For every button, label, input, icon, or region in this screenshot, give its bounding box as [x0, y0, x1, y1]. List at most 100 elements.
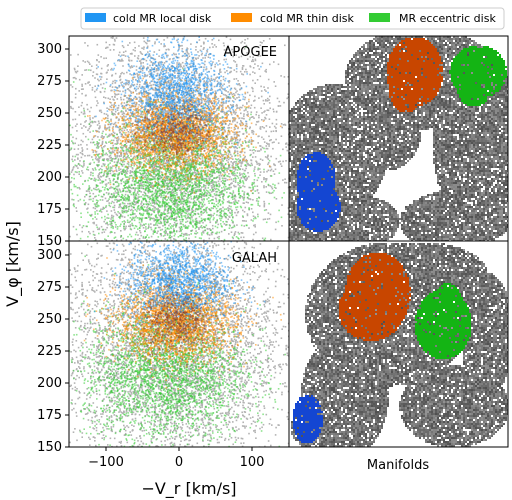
background-star-point [249, 198, 252, 201]
scatter-point-mr-eccentric-disk [246, 193, 249, 195]
background-star-point [103, 220, 105, 223]
background-star-point [129, 100, 131, 103]
background-star-point [123, 202, 126, 205]
background-star-point [159, 178, 161, 180]
background-star-point [225, 151, 228, 154]
background-star-point [210, 232, 213, 235]
background-star-point [216, 76, 218, 78]
background-star-point [262, 99, 265, 102]
background-star-point [242, 236, 245, 239]
background-star-point [140, 62, 142, 64]
scatter-point-mr-eccentric-disk [136, 208, 139, 210]
background-star-point [148, 123, 151, 126]
background-star-point [252, 156, 254, 158]
background-star-point [132, 122, 134, 125]
background-star-point [83, 111, 86, 113]
background-star-point [88, 110, 91, 113]
background-star-point [111, 195, 114, 198]
scatter-point-mr-eccentric-disk [147, 158, 150, 161]
background-star-point [104, 197, 107, 200]
background-star-point [218, 163, 221, 166]
background-star-point [232, 167, 235, 170]
background-star-point [208, 177, 211, 179]
background-star-point [152, 83, 155, 86]
scatter-point-mr-eccentric-disk [183, 174, 186, 177]
background-star-point [230, 182, 233, 184]
scatter-point-mr-eccentric-disk [218, 109, 220, 111]
scatter-point-mr-eccentric-disk [109, 220, 111, 223]
background-star-point [235, 208, 238, 211]
scatter-point-mr-eccentric-disk [221, 169, 223, 171]
background-star-point [199, 158, 202, 160]
background-star-point [279, 160, 281, 163]
background-star-point [181, 61, 184, 64]
background-star-point [160, 43, 162, 45]
background-star-point [285, 142, 287, 145]
background-star-point [262, 138, 265, 140]
background-star-point [240, 151, 243, 154]
background-star-point [105, 47, 107, 49]
background-star-point [172, 192, 174, 194]
background-star-point [94, 90, 96, 93]
background-star-point [170, 216, 172, 219]
background-star-point [120, 60, 122, 62]
background-star-point [193, 59, 195, 62]
background-star-point [89, 232, 91, 235]
background-star-point [191, 71, 193, 74]
background-star-point [204, 130, 207, 133]
background-star-point [103, 173, 105, 175]
background-star-point [228, 224, 231, 226]
background-star-point [204, 57, 206, 59]
scatter-point-mr-eccentric-disk [194, 181, 196, 184]
scatter-point-mr-eccentric-disk [117, 175, 119, 177]
background-star-point [147, 51, 149, 53]
background-star-point [144, 73, 146, 76]
background-star-point [227, 127, 229, 129]
background-star-point [124, 228, 126, 231]
background-star-point [78, 114, 81, 116]
background-star-point [126, 103, 128, 106]
background-star-point [113, 122, 116, 125]
background-star-point [221, 159, 223, 161]
background-star-point [80, 88, 83, 90]
background-star-point [230, 227, 233, 229]
background-star-point [121, 113, 124, 115]
background-star-point [117, 104, 120, 107]
background-star-point [114, 121, 117, 124]
background-star-point [128, 56, 130, 59]
background-star-point [174, 211, 177, 213]
background-star-point [164, 198, 167, 200]
background-star-point [128, 225, 130, 227]
background-star-point [118, 118, 120, 120]
background-star-point [127, 202, 129, 205]
background-star-point [138, 183, 141, 186]
background-star-point [251, 60, 253, 63]
background-star-point [76, 70, 79, 73]
background-star-point [135, 115, 138, 117]
background-star-point [207, 113, 210, 115]
background-star-point [259, 41, 262, 43]
background-star-point [86, 60, 89, 63]
background-star-point [275, 123, 278, 125]
background-star-point [242, 216, 244, 218]
background-star-point [245, 165, 248, 167]
scatter-point-mr-eccentric-disk [196, 199, 198, 201]
background-star-point [233, 136, 236, 138]
background-star-point [203, 100, 206, 102]
background-star-point [219, 173, 222, 175]
background-star-point [106, 127, 109, 129]
background-star-point [119, 90, 121, 93]
scatter-point-mr-eccentric-disk [220, 248, 222, 250]
background-star-point [228, 186, 231, 189]
scatter-point-mr-eccentric-disk [127, 199, 129, 202]
background-star-point [199, 222, 201, 224]
background-star-point [98, 61, 100, 63]
background-star-point [233, 126, 236, 129]
background-star-point [195, 230, 197, 232]
background-star-point [94, 237, 96, 239]
scatter-point-mr-eccentric-disk [268, 191, 270, 194]
background-star-point [226, 221, 228, 223]
background-star-point [96, 158, 98, 161]
background-star-point [142, 93, 145, 95]
